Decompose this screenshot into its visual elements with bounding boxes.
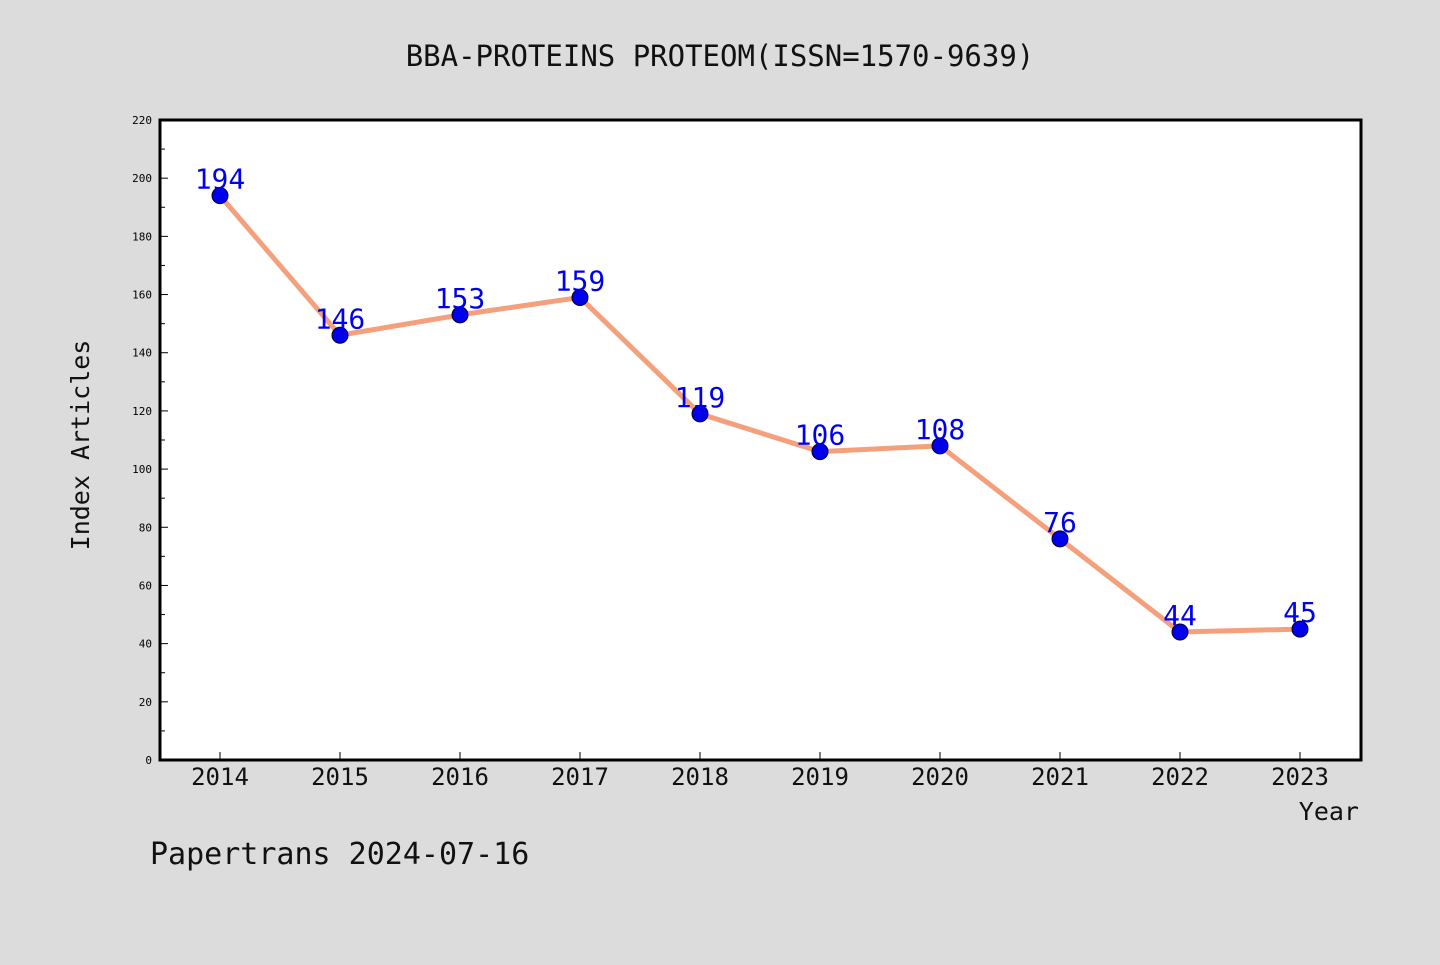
data-label: 146 — [315, 302, 366, 335]
x-tick-label: 2021 — [1031, 763, 1089, 791]
y-tick-label: 140 — [132, 347, 152, 360]
data-label: 44 — [1163, 599, 1197, 632]
y-tick-label: 100 — [132, 463, 152, 476]
data-point — [211, 187, 229, 205]
data-point — [451, 306, 469, 324]
y-tick-label: 60 — [139, 579, 152, 592]
data-point — [1291, 620, 1309, 638]
y-tick-label: 220 — [132, 114, 152, 127]
data-label: 119 — [675, 381, 726, 414]
x-axis-label: Year — [1299, 797, 1359, 826]
data-point — [1171, 623, 1189, 641]
x-tick-label: 2016 — [431, 763, 489, 791]
data-label: 159 — [555, 264, 606, 297]
series-line — [217, 193, 1303, 635]
y-axis-label: Index Articles — [66, 340, 95, 551]
y-tick-label: 200 — [132, 172, 152, 185]
data-label: 106 — [795, 419, 846, 452]
data-point — [691, 405, 709, 423]
y-tick-label: 20 — [139, 696, 152, 709]
x-tick-label: 2014 — [191, 763, 249, 791]
data-point — [571, 288, 589, 306]
data-point — [811, 443, 829, 461]
y-tick-label: 80 — [139, 521, 152, 534]
x-tick-label: 2018 — [671, 763, 729, 791]
y-axis-ticks: 0 20 40 60 80 100 120 140 160 180 200 220 — [132, 114, 168, 767]
x-tick-label: 2017 — [551, 763, 609, 791]
x-tick-label: 2015 — [311, 763, 369, 791]
x-tick-label: 2019 — [791, 763, 849, 791]
x-axis-ticks: 2014 2015 2016 2017 2018 2019 2020 2021 2022 2023 — [191, 752, 1329, 791]
data-point — [931, 437, 949, 455]
y-tick-label: 160 — [132, 289, 152, 302]
plot-area — [158, 118, 1363, 762]
x-tick-label: 2023 — [1271, 763, 1329, 791]
y-tick-label: 40 — [139, 638, 152, 651]
data-label: 108 — [915, 413, 966, 446]
y-tick-label: 120 — [132, 405, 152, 418]
data-point — [331, 326, 349, 344]
data-label: 45 — [1283, 596, 1317, 629]
data-point — [1051, 530, 1069, 548]
x-tick-label: 2022 — [1151, 763, 1209, 791]
data-label: 76 — [1043, 506, 1077, 539]
y-tick-label: 0 — [145, 754, 152, 767]
y-tick-label: 180 — [132, 230, 152, 243]
x-tick-label: 2020 — [911, 763, 969, 791]
footer-text: Papertrans 2024-07-16 — [150, 837, 529, 872]
data-label: 153 — [435, 282, 486, 315]
chart-title: BBA-PROTEINS PROTEOM(ISSN=1570-9639) — [406, 39, 1035, 73]
data-label: 194 — [195, 163, 246, 196]
series-layer: 194 146 153 159 119 106 108 76 44 45 — [195, 163, 1317, 641]
